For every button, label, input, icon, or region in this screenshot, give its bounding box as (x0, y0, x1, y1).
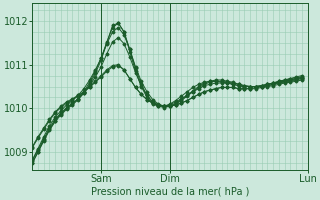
X-axis label: Pression niveau de la mer( hPa ): Pression niveau de la mer( hPa ) (91, 187, 249, 197)
